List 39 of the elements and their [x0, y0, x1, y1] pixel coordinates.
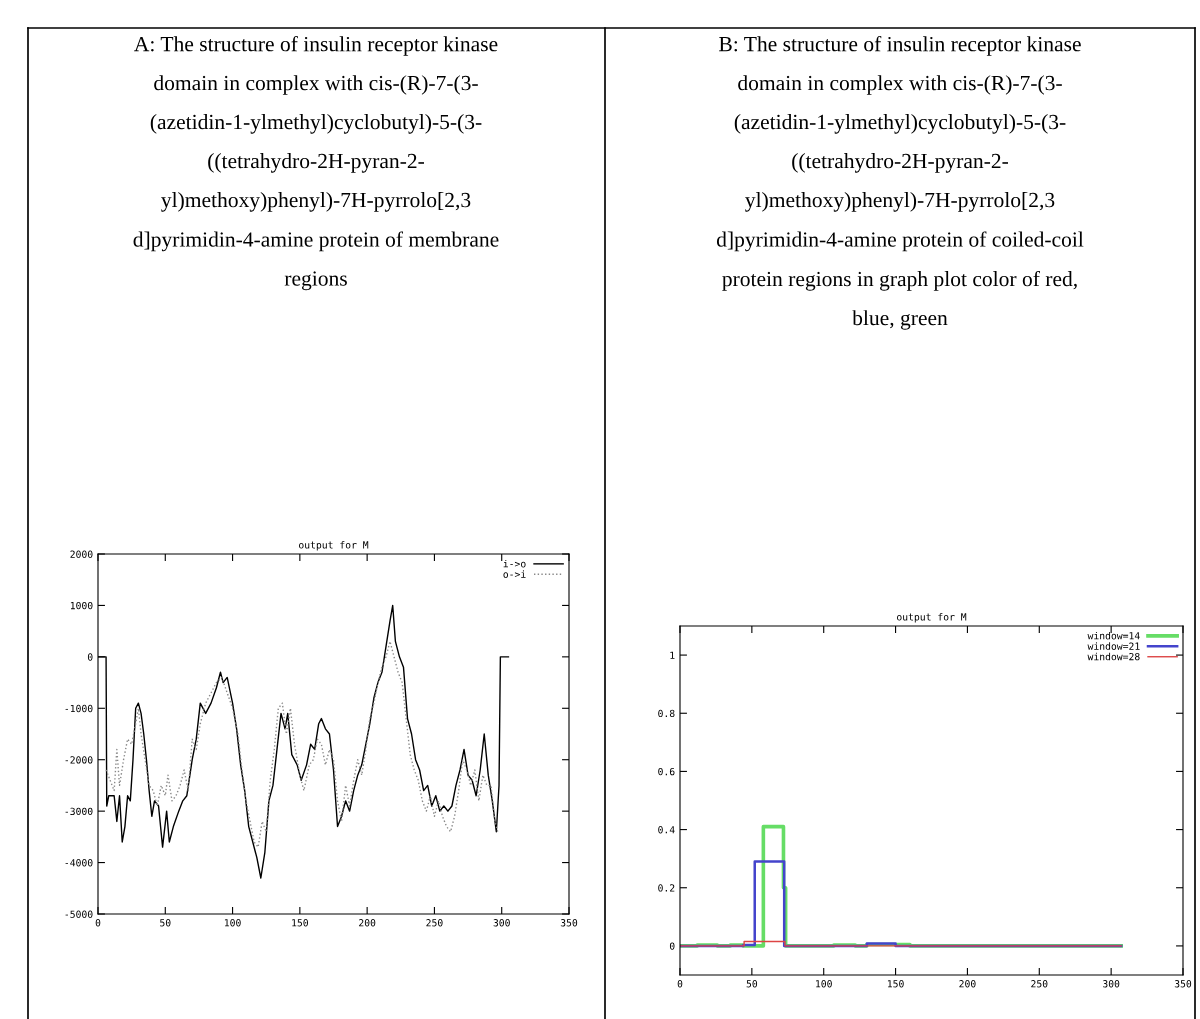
x-tick-label: 250: [426, 919, 443, 927]
y-tick-label: -3000: [65, 807, 93, 815]
chart-subtitle: output for M: [299, 541, 369, 551]
x-tick-label: 50: [160, 919, 171, 927]
x-tick-label: 350: [560, 919, 578, 927]
y-tick-label: -1000: [65, 704, 93, 713]
x-tick-label: 50: [746, 980, 758, 988]
y-tick-label: 0.8: [658, 709, 675, 718]
y-tick-label: -2000: [65, 756, 93, 764]
legend-label: i->o: [503, 559, 526, 568]
x-tick-label: 100: [224, 919, 241, 927]
y-tick-label: 0.2: [658, 884, 675, 892]
y-tick-label: 2000: [70, 550, 93, 558]
y-tick-label: -5000: [65, 910, 93, 918]
y-tick-label: 0.6: [658, 767, 675, 776]
x-tick-label: 150: [292, 919, 309, 927]
chart-subtitle: output for M: [897, 613, 967, 623]
y-tick-label: 1000: [70, 601, 93, 610]
legend-label: window=28: [1087, 652, 1140, 661]
y-tick-label: 0: [669, 942, 675, 950]
y-tick-label: 1: [670, 651, 675, 659]
legend-label: window=14: [1087, 631, 1140, 640]
x-tick-label: 200: [959, 980, 976, 988]
x-tick-label: 300: [1103, 980, 1120, 988]
legend-label: o->i: [503, 570, 526, 578]
x-tick-label: 300: [493, 919, 510, 927]
x-tick-label: 100: [816, 980, 832, 988]
y-tick-label: 0.4: [658, 826, 675, 834]
y-tick-label: 0: [87, 653, 93, 661]
x-tick-label: 150: [887, 980, 904, 988]
x-tick-label: 350: [1174, 980, 1192, 988]
legend-label: window=21: [1087, 642, 1140, 650]
x-tick-label: 200: [359, 919, 376, 927]
x-tick-label: 0: [677, 980, 683, 988]
chart-title: A: The structure of insulin receptor kinase domain in complex with cis-(R)-7-(3- (azetidin-1-ylmethyl)cyclobutyl)-5-(3- ((tetrahydro-2H-pyran-2- yl)methoxy)phenyl)-7H-pyrrolo[2,3 d]pyrimidin-4-amine protein of membrane regions: [133, 36, 499, 291]
x-tick-label: 250: [1031, 980, 1048, 988]
x-tick-label: 0: [95, 919, 101, 927]
chart-title: B: The structure of insulin receptor kinase domain in complex with cis-(R)-7-(3- (azetidin-1-ylmethyl)cyclobutyl)-5-(3- ((tetrahydro-2H-pyran-2- yl)methoxy)phenyl)-7H-pyrrolo[2,3 d]pyrimidin-4-amine protein of coiled-coil protein regions in graph plot color of red, blue, green: [716, 36, 1084, 330]
y-tick-label: -4000: [65, 859, 93, 867]
